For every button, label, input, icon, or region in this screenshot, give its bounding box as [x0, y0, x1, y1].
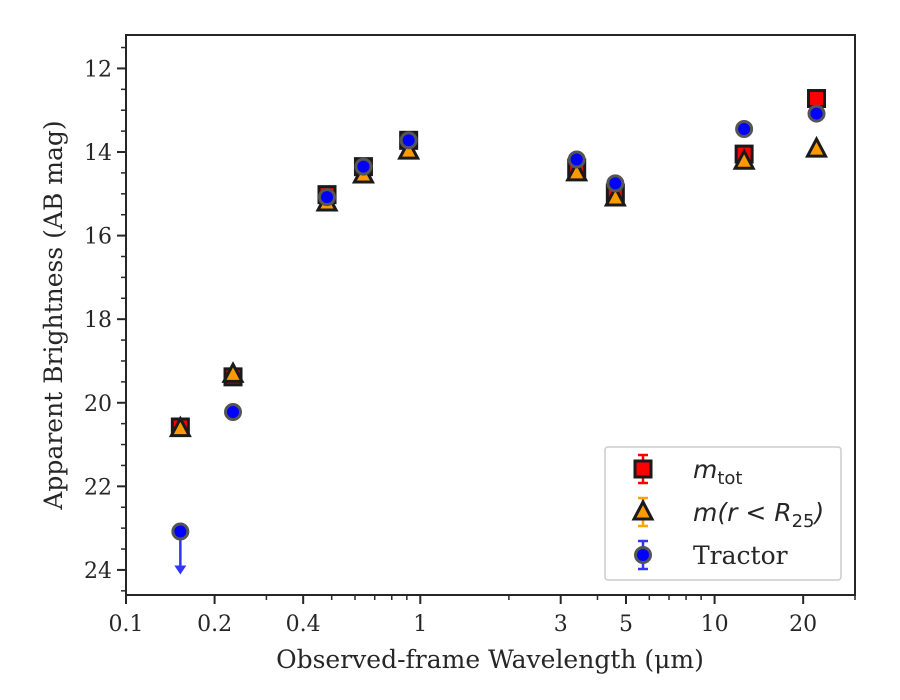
data-point: [354, 157, 373, 176]
legend-marker: [631, 498, 655, 521]
legend-entry: Tractor: [634, 539, 788, 571]
data-point: [221, 361, 245, 383]
data-point: [807, 89, 827, 109]
x-tick-label: 0.1: [109, 612, 144, 637]
legend-marker: [634, 546, 652, 564]
data-point: [606, 174, 625, 193]
legend-label: mtot: [693, 455, 743, 489]
x-tick-label: 5: [619, 612, 633, 637]
plot-frame: [125, 34, 856, 596]
legend-label: Tractor: [693, 541, 788, 570]
x-tick-label: 10: [701, 612, 729, 637]
legend-entry: m(r < R25): [631, 496, 824, 532]
data-point: [732, 148, 756, 170]
data-point: [168, 415, 192, 438]
legend-box: [604, 446, 842, 581]
data-point: [805, 135, 829, 158]
y-tick-label: 16: [84, 225, 112, 250]
y-tick-label: 18: [84, 308, 112, 333]
y-tick-label: 14: [84, 141, 112, 166]
data-point: [565, 159, 589, 182]
x-tick-label: 3: [554, 612, 568, 637]
y-axis: 12 14 16 18 20 22 24: [84, 46, 126, 592]
legend-label: m(r < R25): [693, 498, 824, 532]
data-points: [168, 89, 829, 575]
data-point: [603, 184, 627, 207]
y-axis-label: Apparent Brightness (AB mag): [39, 120, 68, 510]
x-tick-label: 20: [789, 612, 817, 637]
data-point: [224, 402, 243, 421]
legend: mtot m(r < R25) Tractor: [604, 446, 842, 581]
upper-limit-arrowhead: [174, 565, 187, 575]
y-tick-label: 20: [84, 392, 112, 417]
series-2: [171, 104, 826, 575]
y-tick-label: 24: [84, 559, 112, 584]
x-axis: 0.1 0.2 0.4 1 3 5 10 20: [109, 595, 856, 637]
x-tick-label: 1: [413, 612, 427, 637]
x-axis-label: Observed-frame Wavelength (μm): [276, 645, 704, 674]
data-point: [171, 522, 190, 541]
data-point: [399, 131, 418, 150]
data-point: [397, 137, 421, 160]
y-tick-label: 22: [84, 475, 112, 500]
data-point: [807, 104, 826, 123]
x-tick-label: 0.2: [197, 612, 232, 637]
data-point: [567, 150, 586, 169]
data-point: [318, 188, 337, 207]
legend-entry: mtot: [633, 453, 743, 489]
y-tick-label: 12: [84, 57, 112, 82]
x-tick-label: 0.4: [286, 612, 321, 637]
data-point: [735, 120, 754, 139]
legend-marker: [633, 459, 653, 479]
